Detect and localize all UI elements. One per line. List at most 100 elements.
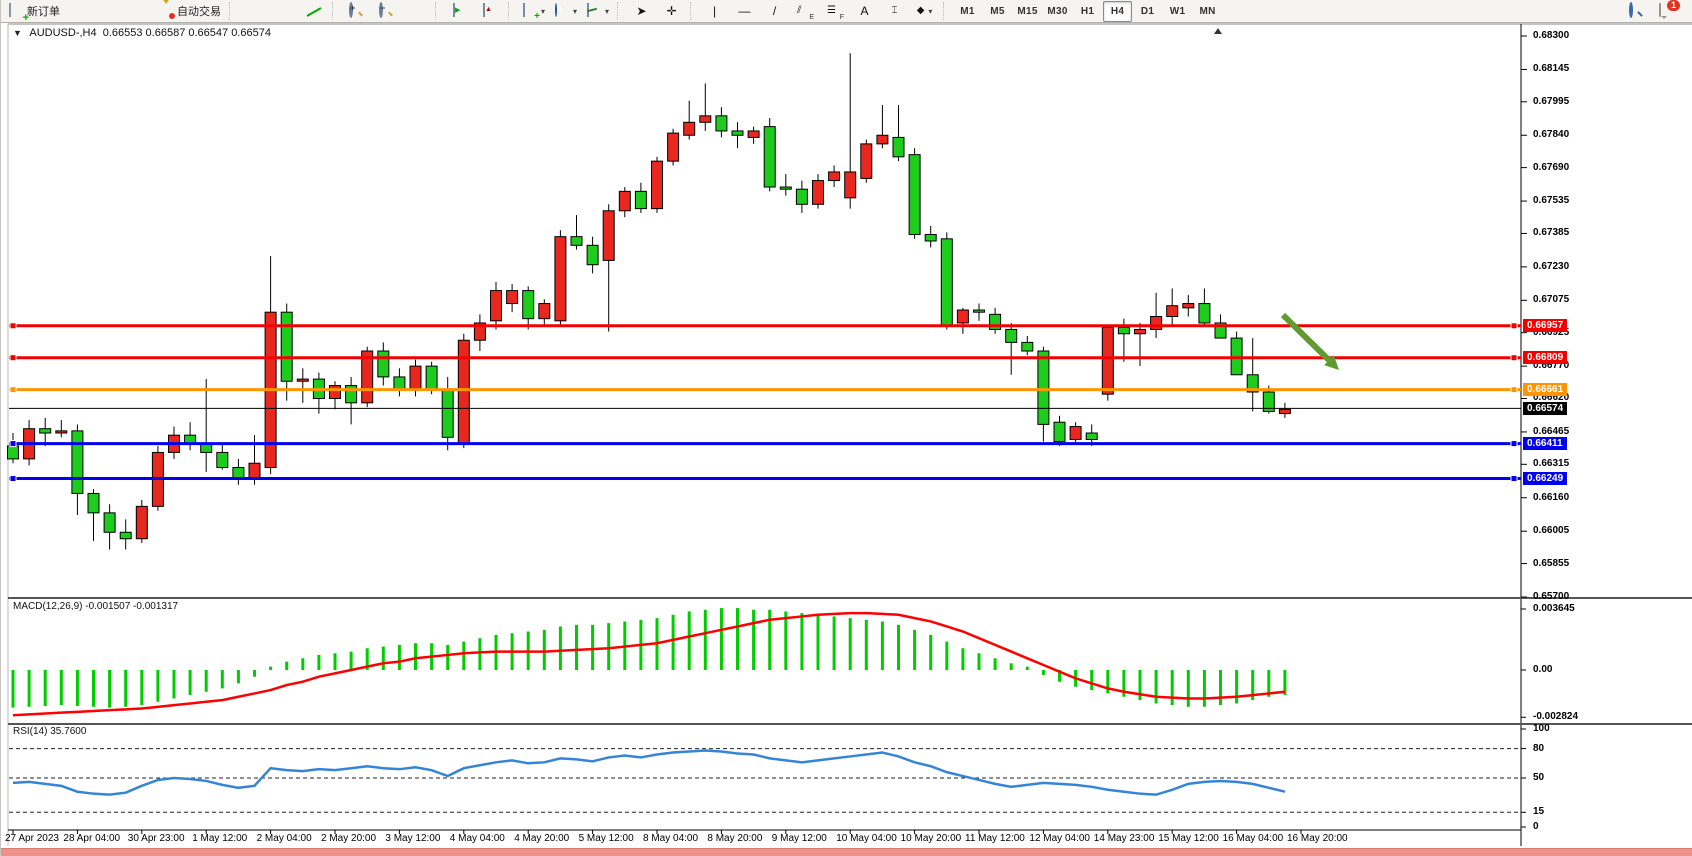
- toolbar-separator: [617, 2, 623, 20]
- level-lines[interactable]: [9, 322, 1521, 483]
- date-tick-label: 16 May 04:00: [1222, 833, 1284, 844]
- date-tick-label: 9 May 12:00: [771, 833, 827, 844]
- chat-bubble-icon: [1659, 3, 1661, 17]
- price-tick-label: 0.67690: [1533, 161, 1570, 173]
- date-tick-label: 1 May 12:00: [192, 833, 248, 844]
- channel-tool-button[interactable]: ⫽ E: [797, 5, 815, 21]
- horizontal-line-tool-button[interactable]: —: [730, 1, 759, 22]
- candlestick-series: [7, 53, 1291, 550]
- auto-scroll-button[interactable]: [445, 1, 474, 22]
- rsi-scale-label: 100: [1533, 723, 1550, 734]
- symbol-dropdown-icon[interactable]: ▼: [13, 28, 22, 38]
- price-tick-label: 0.66620: [1533, 392, 1570, 404]
- cursor-icon: ➤: [636, 4, 647, 18]
- main-toolbar: 新订单 自动交易 + − ▾ ▾ ▾ ➤ ✛ | — / ⫽E ☰F A ⌶: [1, 0, 1692, 23]
- timeframe-h1-button[interactable]: H1: [1080, 5, 1095, 17]
- date-tick-label: 30 Apr 23:00: [127, 833, 185, 844]
- bottom-taskbar-strip: [1, 848, 1692, 856]
- price-tick-label: 0.65855: [1533, 557, 1570, 569]
- zoom-in-button[interactable]: +: [342, 1, 371, 22]
- trendline-tool-button[interactable]: /: [760, 1, 789, 22]
- new-chart-button[interactable]: ▾: [518, 1, 549, 22]
- crosshair-tool-button[interactable]: ✛: [657, 1, 686, 22]
- toolbar-separator: [332, 2, 338, 20]
- price-tick-label: 0.67385: [1533, 227, 1570, 239]
- price-badge: 0.66809: [1523, 351, 1568, 365]
- new-order-button[interactable]: 新订单: [5, 1, 64, 22]
- price-tick-label: 0.66005: [1533, 525, 1570, 537]
- macd-signal-line: [12, 611, 1286, 717]
- template-button[interactable]: ▾: [582, 1, 613, 22]
- price-tick-label: 0.66770: [1533, 360, 1570, 372]
- market-watch-button[interactable]: [65, 1, 94, 22]
- zoom-out-icon: −: [379, 2, 385, 18]
- date-tick-label: 5 May 12:00: [578, 833, 634, 844]
- label-tool-button[interactable]: ⌶: [880, 1, 909, 22]
- rsi-line: [12, 749, 1286, 796]
- price-badge: 0.66574: [1523, 401, 1568, 415]
- date-tick-label: 12 May 04:00: [1029, 833, 1090, 844]
- chart-shift-button[interactable]: [475, 1, 504, 22]
- equidistant-channel-icon: ⫽: [797, 5, 802, 16]
- toolbar-separator: [435, 2, 441, 20]
- price-tick-label: 0.67075: [1533, 294, 1570, 306]
- macd-scale-label: 0.003645: [1533, 602, 1575, 614]
- toolbar-separator: [690, 2, 696, 20]
- timeframe-m15-button[interactable]: M15: [1017, 5, 1038, 17]
- timeframe-m30-button[interactable]: M30: [1047, 5, 1068, 17]
- chart-shift-icon: [483, 3, 485, 17]
- timeframe-m5-button[interactable]: M5: [990, 5, 1005, 17]
- date-tick-label: 8 May 20:00: [707, 833, 763, 844]
- dropdown-caret-icon: ▾: [541, 6, 546, 16]
- rsi-scale-label: 15: [1533, 806, 1545, 818]
- timeframe-mn-button[interactable]: MN: [1199, 5, 1216, 17]
- crosshair-icon: ✛: [666, 4, 677, 18]
- trend-arrow-head: [1324, 355, 1339, 370]
- line-chart-type-button[interactable]: [299, 1, 328, 22]
- date-tick-label: 28 Apr 04:00: [63, 833, 121, 844]
- candlestick-type-button[interactable]: [269, 1, 298, 22]
- timeframe-d1-button[interactable]: D1: [1140, 5, 1155, 17]
- search-icon: [1629, 2, 1633, 18]
- arrows-tool-button[interactable]: ◆ ▾: [910, 1, 939, 22]
- date-tick-label: 16 May 20:00: [1287, 833, 1348, 844]
- price-tick-label: 0.67840: [1533, 129, 1570, 141]
- date-tick-label: 4 May 20:00: [514, 833, 570, 844]
- tile-windows-button[interactable]: [402, 1, 431, 22]
- timeframe-w1-button[interactable]: W1: [1169, 5, 1186, 17]
- arrows-tool-icon: ◆: [916, 5, 925, 16]
- toolbar-separator: [943, 2, 949, 20]
- timeframe-m1-button[interactable]: M1: [960, 5, 975, 17]
- date-tick-label: 2 May 20:00: [321, 833, 377, 844]
- search-button[interactable]: [1622, 1, 1651, 22]
- rsi-indicator-label: RSI(14) 35.7600: [13, 726, 87, 737]
- new-order-icon: [9, 3, 11, 17]
- price-badge: 0.66957: [1523, 319, 1568, 333]
- auto-trade-button[interactable]: 自动交易: [155, 0, 225, 22]
- price-tick-label: 0.67230: [1533, 260, 1570, 272]
- rsi-scale-label: 50: [1533, 772, 1545, 783]
- price-tick-label: 0.67535: [1533, 195, 1570, 207]
- new-order-label: 新订单: [27, 6, 60, 18]
- trend-arrow-annotation[interactable]: [1280, 312, 1332, 363]
- text-tool-button[interactable]: A: [850, 1, 879, 22]
- fibonacci-icon: ☰: [827, 5, 837, 16]
- fibonacci-tool-button[interactable]: ☰ F: [827, 5, 845, 21]
- macd-indicator-label: MACD(12,26,9) -0.001507 -0.001317: [13, 601, 179, 612]
- price-tick-label: 0.68145: [1533, 63, 1570, 75]
- period-button[interactable]: ▾: [550, 1, 581, 22]
- zoom-out-button[interactable]: −: [372, 1, 401, 22]
- price-tick-label: 0.66465: [1533, 425, 1570, 437]
- terminal-button[interactable]: [125, 1, 154, 22]
- cursor-tool-button[interactable]: ➤: [627, 1, 656, 22]
- bar-chart-type-button[interactable]: [239, 1, 268, 22]
- macd-scale-label: -0.002824: [1533, 711, 1579, 723]
- toolbar-separator: [229, 2, 235, 20]
- macd-value: -0.001507: [85, 601, 131, 612]
- data-window-button[interactable]: [95, 1, 124, 22]
- vertical-line-tool-button[interactable]: |: [700, 1, 729, 22]
- notifications-button[interactable]: 1: [1652, 0, 1681, 22]
- chart-shift-marker: [1214, 28, 1222, 34]
- timeframe-h4-button[interactable]: H4: [1103, 0, 1133, 22]
